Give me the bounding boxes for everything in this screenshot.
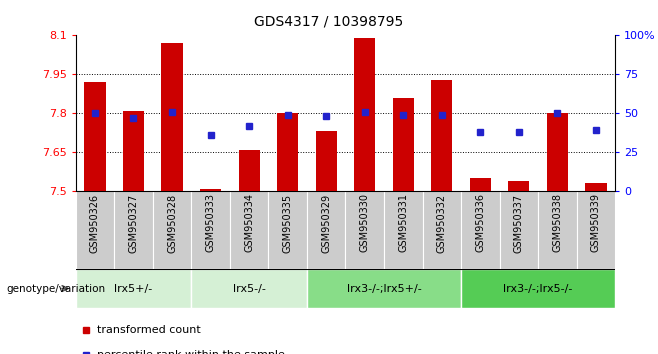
Text: lrx3-/-;lrx5-/-: lrx3-/-;lrx5-/-	[503, 284, 573, 293]
Bar	[586, 183, 607, 191]
Bar	[76, 269, 191, 308]
Bar	[238, 150, 260, 191]
Bar	[499, 191, 538, 269]
Bar	[84, 82, 105, 191]
Text: GSM950336: GSM950336	[475, 194, 486, 252]
Text: GSM950334: GSM950334	[244, 194, 254, 252]
Bar	[161, 43, 183, 191]
Bar	[538, 191, 576, 269]
Bar	[422, 191, 461, 269]
Text: percentile rank within the sample: percentile rank within the sample	[97, 350, 285, 354]
Bar	[393, 98, 414, 191]
Bar	[123, 111, 144, 191]
Bar	[153, 191, 191, 269]
Text: transformed count: transformed count	[97, 325, 201, 335]
Text: GSM950335: GSM950335	[283, 194, 293, 253]
Text: GSM950329: GSM950329	[321, 194, 331, 253]
Bar	[345, 191, 384, 269]
Text: GSM950328: GSM950328	[167, 194, 177, 253]
Text: GSM950326: GSM950326	[90, 194, 100, 253]
Bar	[200, 189, 221, 191]
Bar	[230, 191, 268, 269]
Text: GSM950338: GSM950338	[553, 194, 563, 252]
Bar	[316, 131, 337, 191]
Text: lrx3-/-;lrx5+/-: lrx3-/-;lrx5+/-	[347, 284, 421, 293]
Bar	[384, 191, 422, 269]
Text: genotype/variation: genotype/variation	[7, 284, 106, 293]
Bar	[76, 191, 114, 269]
Bar	[461, 269, 615, 308]
Text: lrx5+/-: lrx5+/-	[114, 284, 153, 293]
Bar	[461, 191, 499, 269]
Text: GDS4317 / 10398795: GDS4317 / 10398795	[255, 14, 403, 28]
Bar	[576, 191, 615, 269]
Text: GSM950327: GSM950327	[128, 194, 138, 253]
Bar	[277, 113, 298, 191]
Text: GSM950339: GSM950339	[591, 194, 601, 252]
Bar	[431, 80, 453, 191]
Text: GSM950337: GSM950337	[514, 194, 524, 253]
Bar	[470, 178, 491, 191]
Bar	[114, 191, 153, 269]
Bar	[307, 191, 345, 269]
Text: GSM950332: GSM950332	[437, 194, 447, 253]
Bar	[191, 191, 230, 269]
Bar	[354, 38, 375, 191]
Text: GSM950331: GSM950331	[398, 194, 408, 252]
Bar	[508, 181, 530, 191]
Text: lrx5-/-: lrx5-/-	[233, 284, 266, 293]
Text: GSM950333: GSM950333	[205, 194, 216, 252]
Bar	[268, 191, 307, 269]
Bar	[547, 113, 568, 191]
Text: GSM950330: GSM950330	[360, 194, 370, 252]
Bar	[307, 269, 461, 308]
Bar	[191, 269, 307, 308]
